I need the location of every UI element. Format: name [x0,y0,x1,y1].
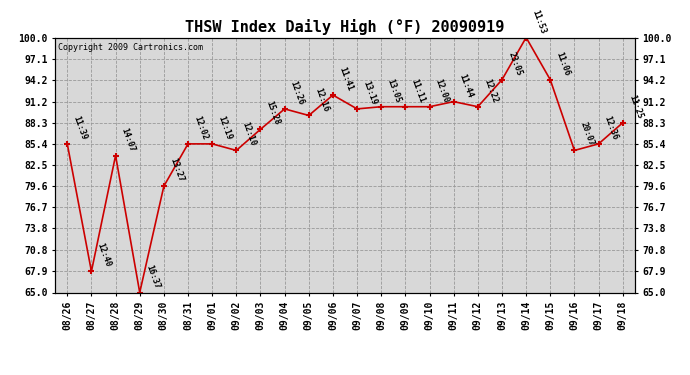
Text: 12:36: 12:36 [603,114,620,141]
Text: 11:25: 11:25 [627,93,644,120]
Text: 12:40: 12:40 [96,242,112,268]
Text: 12:10: 12:10 [241,121,257,148]
Title: THSW Index Daily High (°F) 20090919: THSW Index Daily High (°F) 20090919 [186,19,504,35]
Text: 11:44: 11:44 [458,72,475,99]
Text: 12:02: 12:02 [193,114,209,141]
Text: Copyright 2009 Cartronics.com: Copyright 2009 Cartronics.com [58,43,203,52]
Text: 14:07: 14:07 [120,126,137,153]
Text: 13:19: 13:19 [362,80,378,106]
Text: 12:00: 12:00 [434,77,451,104]
Text: 12:22: 12:22 [482,77,499,104]
Text: 15:28: 15:28 [265,100,282,126]
Text: 11:39: 11:39 [72,114,88,141]
Text: 11:53: 11:53 [531,8,547,35]
Text: 11:06: 11:06 [555,50,571,77]
Text: 12:16: 12:16 [313,86,330,112]
Text: 13:05: 13:05 [386,77,402,104]
Text: 11:41: 11:41 [337,66,354,92]
Text: 20:07: 20:07 [579,121,595,148]
Text: 13:27: 13:27 [168,157,185,183]
Text: 12:26: 12:26 [289,80,306,106]
Text: 11:11: 11:11 [410,77,426,104]
Text: 23:05: 23:05 [506,50,523,77]
Text: 16:37: 16:37 [144,263,161,290]
Text: 12:19: 12:19 [217,114,233,141]
